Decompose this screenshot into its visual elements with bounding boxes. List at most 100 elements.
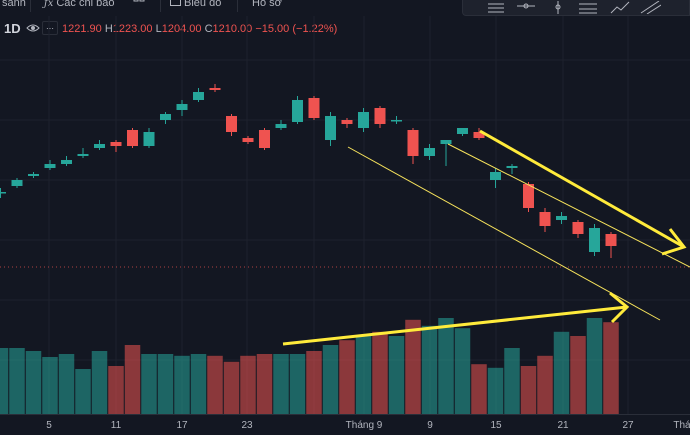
candle-body [259,130,270,148]
low-label: L [155,23,162,35]
candle-body [506,166,518,168]
volume-bar [586,318,603,414]
candle-body [374,108,386,124]
channel-icon[interactable] [639,1,661,14]
volume-bar [25,351,42,414]
x-axis[interactable]: 5 11 17 23 Tháng 9 9 15 21 27 Thá [0,414,690,435]
candle-body [572,222,584,234]
volume-bar [306,351,322,414]
x-axis-label: 5 [46,420,52,431]
settings-icon[interactable]: ⋯ [42,21,58,35]
open-value: 1221.90 [62,23,102,35]
volume-bar [75,369,91,414]
candlesticks [0,84,617,258]
vertical-line-icon[interactable] [547,1,569,14]
volume-bar [603,322,619,414]
price-chart[interactable] [0,0,690,414]
volume-bar [273,354,289,414]
candle-body [407,130,419,156]
chart-template-label: Biểu đồ [184,0,222,9]
candle-body [226,116,237,132]
candle-body [110,142,122,146]
volume-bar [157,354,174,414]
toolbar-divider [237,0,238,12]
profile-button[interactable]: Hồ sơ [252,0,282,9]
grid-layout-button[interactable] [133,0,145,10]
volume-bar [438,318,454,414]
change-value: −15.00 (−1.22%) [255,23,338,35]
volume-bar [91,351,108,414]
volume-bar [421,325,438,414]
candle-body [11,180,23,186]
x-axis-label: 11 [110,420,122,431]
trend-arrow-up-head [609,291,630,324]
volume-bar [108,366,124,414]
volume-bar [124,345,141,414]
volume-bar [190,354,207,414]
volume-bar [471,364,487,414]
candle-body [490,172,501,180]
candle-body [391,120,402,122]
candle-body [28,174,39,176]
trend-arrow-down-head [661,228,687,256]
candle-body [160,114,171,120]
candle-body [556,216,567,220]
candle-body [242,138,254,142]
volume-bar [58,354,75,414]
chart-template-button[interactable]: Biểu đồ [170,0,221,9]
fib-icon[interactable] [577,1,599,14]
drawing-annotations [282,129,690,346]
indicators-label: Các chỉ báo [56,0,115,9]
volume-bar [388,336,405,414]
fx-icon: ƒx [44,0,54,9]
candle-body [605,234,617,246]
candle-body [358,112,369,128]
trend-arrow-up [282,305,628,346]
chart-grid [0,16,690,414]
high-value: 1223.00 [112,23,153,35]
volume-bar [0,348,9,414]
volume-bar [42,357,58,414]
eye-icon[interactable] [26,22,40,34]
close-value: 1210.00 [212,23,253,35]
volume-bar [322,345,339,414]
trend-arrow-down [479,129,685,249]
candle-body [176,104,188,110]
horizontal-line-icon[interactable] [515,1,537,14]
volume-bar [487,367,504,414]
candle-body [94,144,105,148]
x-axis-label: 17 [176,420,188,431]
volume-bar [339,340,355,414]
candle-body [275,124,287,128]
volume-bar [570,336,586,414]
toolbar-divider [160,0,161,12]
volume-bar [454,328,471,414]
candle-body [61,160,72,164]
toolbar-divider [30,0,31,12]
candle-body [0,192,6,194]
volume-bar [174,355,190,414]
indicators-button[interactable]: ƒx Các chỉ báo [44,0,114,9]
candle-body [473,132,485,138]
channel-lower-line [347,146,661,321]
x-axis-label: Tháng 9 [345,420,383,431]
volume-bar [405,319,421,414]
candle-body [589,228,600,252]
high-label: H [104,23,113,35]
settings-lines-icon[interactable] [485,1,507,14]
timeframe-label[interactable]: 1D [4,21,21,36]
compare-button[interactable]: sánh [2,0,26,9]
volume-bar [240,355,256,414]
x-axis-label: 27 [622,420,634,431]
candle-body [539,212,551,226]
candle-body [341,120,353,124]
volume-bar [223,361,240,414]
candle-body [424,148,435,156]
drawing-toolbar [462,0,690,16]
trend-icon[interactable] [609,1,631,14]
x-axis-label: 21 [557,420,569,431]
volume-bar [9,348,25,414]
volume-bar [141,354,157,414]
candle-body [440,140,452,144]
volume-bar [355,336,372,414]
